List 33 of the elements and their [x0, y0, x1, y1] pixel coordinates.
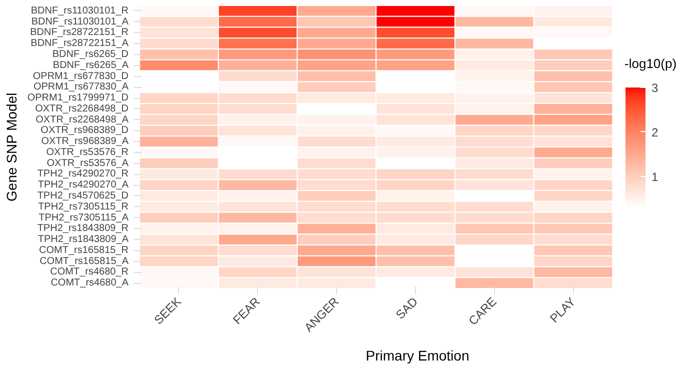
y-tick-label: OXTR_rs2268498_D — [35, 103, 129, 114]
y-tick-label: OXTR_rs53576_R — [46, 146, 129, 158]
y-axis-title: Gene SNP Model — [3, 92, 20, 202]
color-bar-label: 1 — [652, 170, 658, 184]
y-tick-label: BDNF_rs6265_A — [52, 60, 129, 71]
y-tick-label: OXTR_rs2268498_A — [36, 114, 129, 126]
y-tick-label: OXTR_rs968389_A — [41, 136, 129, 148]
y-tick-label: BDNF_rs11030101_R — [30, 5, 129, 16]
color-bar-label: 2 — [652, 125, 658, 140]
y-tick-label: OPRM1_rs1799971_D — [27, 92, 129, 104]
y-tick-label: TPH2_rs1843809_R — [37, 223, 129, 234]
y-tick-label: BDNF_rs11030101_A — [31, 16, 129, 28]
y-tick-label: COMT_rs165815_R — [39, 244, 128, 256]
x-axis-title: Primary Emotion — [366, 348, 470, 364]
y-tick-label: TPH2_rs7305115_R — [38, 201, 129, 212]
color-bar-label: 3 — [652, 81, 658, 95]
y-tick-label: BDNF_rs28722151_R — [30, 27, 128, 38]
y-tick-label: OXTR_rs53576_A — [46, 158, 129, 169]
y-tick-label: OPRM1_rs677830_A — [33, 82, 129, 93]
y-tick-label: BDNF_rs28722151_A — [30, 38, 129, 50]
y-tick-label: OXTR_rs968389_D — [40, 125, 129, 136]
y-tick-label: TPH2_rs4290270_R — [37, 168, 129, 180]
y-tick-label: TPH2_rs4570625_D — [37, 190, 129, 202]
y-tick-label: TPH2_rs7305115_A — [38, 212, 129, 224]
y-tick-label: TPH2_rs4290270_A — [38, 180, 129, 191]
y-tick-label: TPH2_rs1843809_A — [38, 234, 129, 246]
y-tick-label: COMT_rs165815_A — [40, 256, 129, 267]
y-tick-label: BDNF_rs6265_D — [52, 48, 129, 60]
color-bar-title: -log10(p) — [624, 56, 677, 71]
y-tick-label: COMT_rs4680_A — [50, 278, 129, 289]
y-tick-label: COMT_rs4680_R — [50, 266, 128, 278]
x-tick-label: SAD — [393, 294, 421, 322]
y-tick-label: OPRM1_rs677830_D — [32, 70, 129, 82]
